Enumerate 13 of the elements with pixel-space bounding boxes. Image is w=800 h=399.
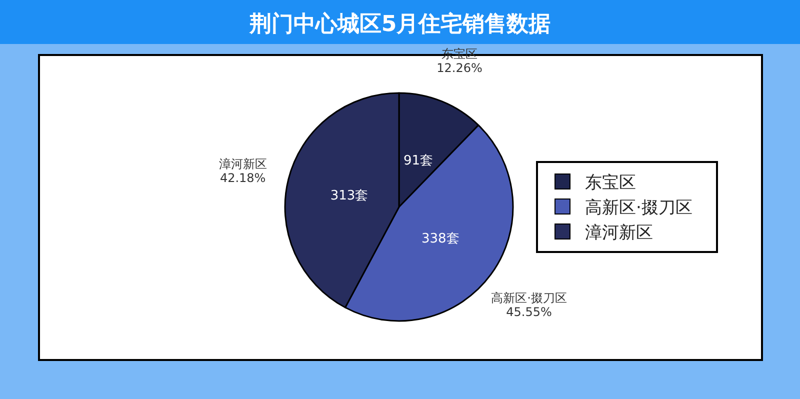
legend-label: 漳河新区	[585, 223, 653, 243]
slice-label: 漳河新区	[218, 156, 267, 171]
legend-label: 东宝区	[585, 173, 636, 193]
slice-label: 高新区·掇刀区	[491, 290, 567, 305]
legend-label: 高新区·掇刀区	[585, 198, 692, 218]
text: 45.55%	[506, 304, 552, 319]
text: 12.26%	[436, 60, 482, 75]
data-label: 91套	[404, 153, 434, 168]
chart-title: 荆门中心城区5月住宅销售数据	[248, 11, 551, 37]
text: 42.18%	[220, 170, 266, 185]
slice-label: 东宝区	[442, 46, 478, 61]
data-label: 313套	[330, 188, 368, 204]
data-label: 338套	[422, 231, 460, 246]
